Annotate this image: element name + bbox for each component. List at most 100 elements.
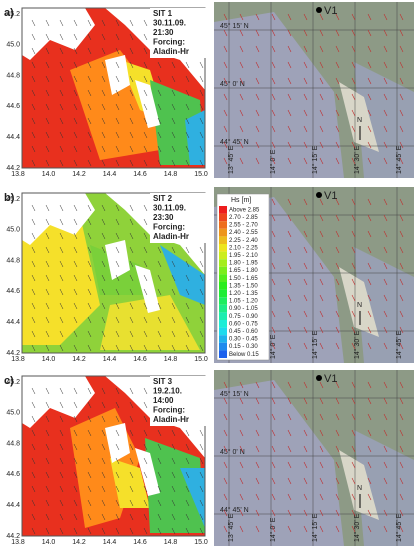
wave-arrow xyxy=(157,131,162,139)
wave-arrow xyxy=(87,159,92,167)
wave-arrow xyxy=(59,75,64,83)
wave-arrow xyxy=(87,19,92,27)
wave-arrow xyxy=(351,493,356,501)
wave-arrow xyxy=(199,485,204,493)
wave-arrow xyxy=(287,310,292,318)
wave-arrow xyxy=(31,145,36,153)
wave-arrow xyxy=(171,117,176,125)
wave-arrow xyxy=(73,485,78,493)
wave-arrow xyxy=(73,302,78,310)
info-line: Forcing: xyxy=(153,406,185,415)
wave-arrow xyxy=(87,218,92,226)
photo-sea xyxy=(354,430,414,546)
wave-arrow xyxy=(335,525,340,533)
wave-arrow xyxy=(287,125,292,133)
wave-arrow xyxy=(383,493,388,501)
wave-arrow xyxy=(87,499,92,507)
wave-arrow xyxy=(223,77,228,85)
wave-arrow xyxy=(73,131,78,139)
wave-arrow xyxy=(335,230,340,238)
wave-arrow xyxy=(73,499,78,507)
wave-arrow xyxy=(335,429,340,437)
info-line: Aladin-Hr xyxy=(153,47,189,56)
wave-arrow xyxy=(185,61,190,69)
wave-arrow xyxy=(367,397,372,405)
wave-arrow xyxy=(73,274,78,282)
wave-arrow xyxy=(101,117,106,125)
wave-arrow xyxy=(335,93,340,101)
wave-arrow xyxy=(59,527,64,535)
wave-arrow xyxy=(335,157,340,165)
wave-arrow xyxy=(351,461,356,469)
wave-arrow xyxy=(319,198,324,206)
wave-arrow xyxy=(271,198,276,206)
wave-arrow xyxy=(399,246,404,254)
lat-tick-label: 44.8 xyxy=(6,440,20,447)
legend-swatch xyxy=(219,350,227,358)
wave-arrow xyxy=(87,415,92,423)
wave-arrow xyxy=(143,260,148,268)
wave-arrow xyxy=(335,141,340,149)
wave-arrow xyxy=(271,77,276,85)
wave-arrow xyxy=(157,288,162,296)
wave-arrow xyxy=(319,109,324,117)
wave-arrow xyxy=(367,509,372,517)
wave-arrow xyxy=(335,381,340,389)
wave-arrow xyxy=(45,485,50,493)
legend-entry: 2.70 - 2.85 xyxy=(229,215,258,221)
wave-arrow xyxy=(351,381,356,389)
wave-arrow xyxy=(59,33,64,41)
wave-arrow xyxy=(199,457,204,465)
wave-arrow xyxy=(73,513,78,521)
wave-arrow xyxy=(399,13,404,21)
lon-tick-label: 14.0 xyxy=(42,539,56,546)
wave-arrow xyxy=(157,145,162,153)
wave-arrow xyxy=(73,288,78,296)
wave-arrow xyxy=(367,109,372,117)
wave-arrow xyxy=(157,499,162,507)
wave-arrow xyxy=(101,344,106,352)
wave-arrow xyxy=(351,429,356,437)
wave-arrow xyxy=(351,214,356,222)
wave-arrow xyxy=(303,429,308,437)
wave-zone xyxy=(160,245,205,305)
wave-arrow xyxy=(143,330,148,338)
wave-arrow xyxy=(319,278,324,286)
wave-arrow xyxy=(157,260,162,268)
wave-arrow xyxy=(399,93,404,101)
photo-lon-label: 13° 45' E xyxy=(227,145,235,174)
wave-arrow xyxy=(129,131,134,139)
wave-arrow xyxy=(129,513,134,521)
wave-arrow xyxy=(157,457,162,465)
wave-arrow xyxy=(335,413,340,421)
lon-tick-label: 15.0 xyxy=(194,171,208,178)
wave-arrow xyxy=(399,413,404,421)
wave-arrow xyxy=(319,13,324,21)
wave-arrow xyxy=(45,387,50,395)
wave-arrow xyxy=(367,413,372,421)
wave-arrow xyxy=(115,288,120,296)
wave-arrow xyxy=(129,89,134,97)
wave-arrow xyxy=(255,509,260,517)
map-frame xyxy=(21,7,206,169)
station-label: V1 xyxy=(324,190,337,202)
wave-arrow xyxy=(129,159,134,167)
wave-arrow xyxy=(59,330,64,338)
wave-arrow xyxy=(223,493,228,501)
wave-arrow xyxy=(255,93,260,101)
wave-arrow xyxy=(87,457,92,465)
wave-arrow xyxy=(101,527,106,535)
legend-entry: 0.75 - 0.90 xyxy=(229,314,258,320)
wave-arrow xyxy=(129,429,134,437)
wave-arrow xyxy=(351,77,356,85)
wave-arrow xyxy=(73,401,78,409)
photo-lon-label: 14° 0' E xyxy=(269,334,277,359)
lat-tick-label: 45.2 xyxy=(6,11,20,18)
wave-arrow xyxy=(239,413,244,421)
wave-arrow xyxy=(45,260,50,268)
wave-arrow xyxy=(115,61,120,69)
wave-arrow xyxy=(271,109,276,117)
wave-arrow xyxy=(31,485,36,493)
lon-tick-label: 15.0 xyxy=(194,539,208,546)
wave-arrow xyxy=(59,443,64,451)
